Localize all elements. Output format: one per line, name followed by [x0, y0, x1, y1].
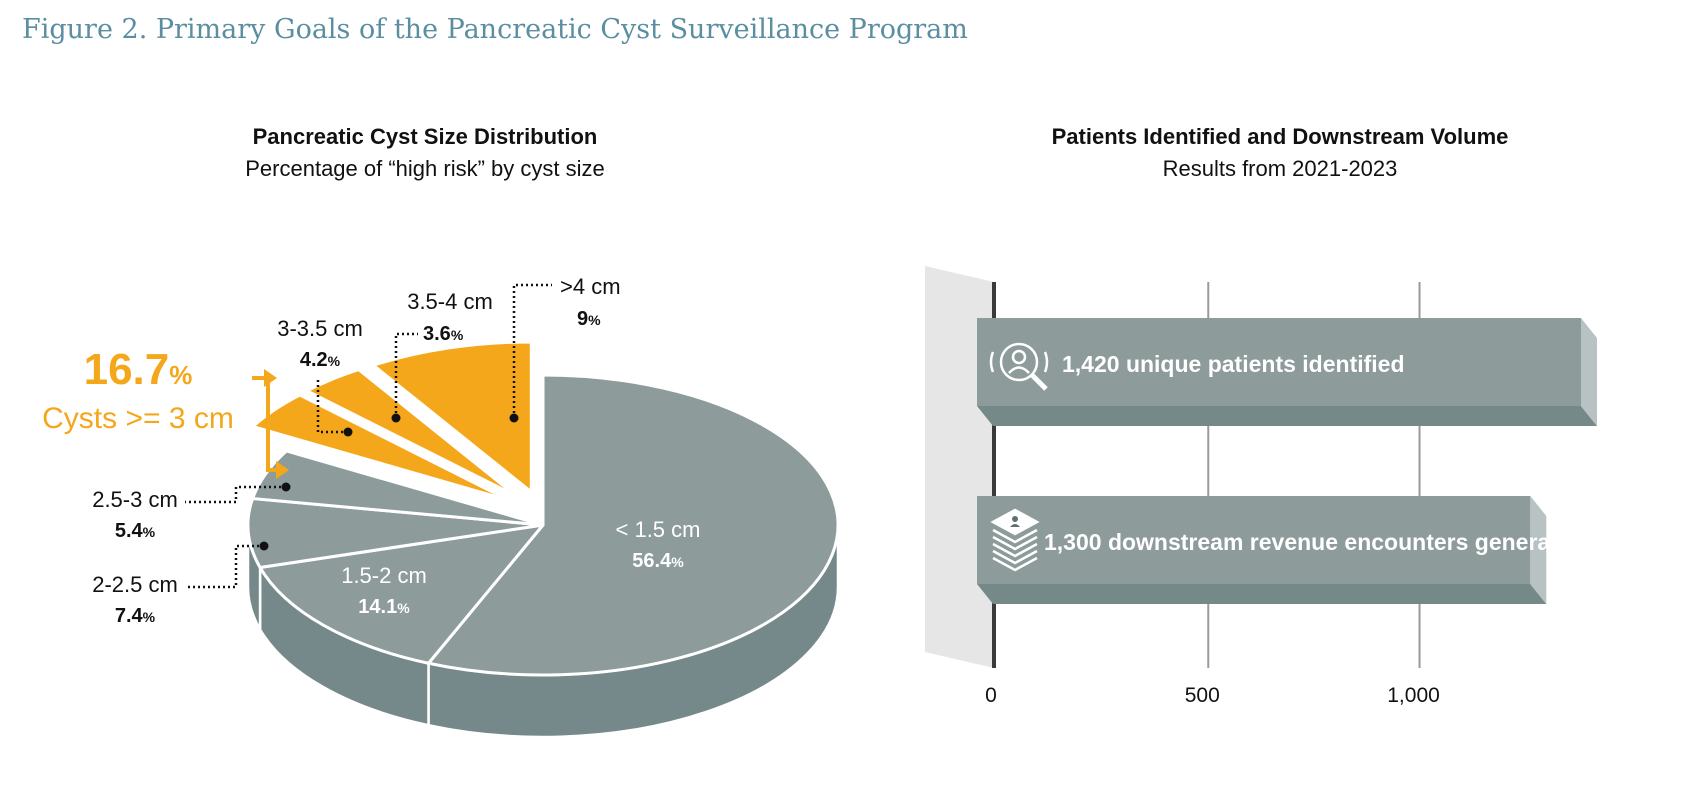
pie-slice-2-5-3-label: 2.5-3 cm: [92, 487, 178, 512]
annotation-arrow-down: [276, 461, 289, 479]
pie-slice: [371, 340, 533, 494]
bar-end-face: [1530, 496, 1547, 604]
pie-chart-subtitle: Percentage of “high risk” by cyst size: [245, 156, 605, 181]
annotation-bracket: [252, 376, 280, 472]
pie-chart-header: Pancreatic Cyst Size Distribution Percen…: [185, 124, 665, 182]
pie-slice-2-2-5-label: 2-2.5 cm: [92, 572, 178, 597]
bar-bottom-face: [977, 406, 1597, 426]
pie-slice: [305, 368, 519, 498]
bar-chart-header: Patients Identified and Downstream Volum…: [1010, 124, 1550, 182]
pie-slice-lt1-5-label: < 1.5 cm: [616, 517, 701, 542]
x-tick-label: 1,000: [1387, 684, 1440, 707]
pie-slice-3-3-5-value: 4.2%: [300, 349, 341, 371]
pie-slice-3-5-4-value: 3.6%: [423, 323, 464, 345]
axis-wall: [925, 266, 994, 668]
pie-slice: [246, 497, 545, 569]
leader-line: [316, 378, 348, 434]
leader-line: [185, 485, 286, 504]
pie-slice-3-3-5-label: 3-3.5 cm: [277, 316, 363, 341]
x-tick-label: 0: [985, 684, 997, 707]
pie-slice-gt4-label: >4 cm: [560, 274, 621, 299]
bar-chart: 0 500 1,000 1,420 unique patients identifie…: [925, 266, 1597, 707]
magnifier-person-icon: [989, 342, 1049, 391]
pie-slice-3-5-4-label: 3.5-4 cm: [407, 289, 493, 314]
annotation-label: Cysts >= 3 cm: [42, 402, 234, 435]
x-tick-label: 500: [1185, 684, 1220, 707]
bar-label: 1,420 unique patients identified: [1062, 351, 1405, 377]
pie-slice-1-5-2-label: 1.5-2 cm: [341, 563, 427, 588]
bar-bottom-face: [977, 584, 1547, 604]
bar-label: 1,300 downstream revenue encounters gene…: [1044, 529, 1585, 555]
pie-slice-2-2-5-value: 7.4%: [115, 605, 156, 627]
pie-slice-2-5-3-value: 5.4%: [115, 520, 156, 542]
bar-front: [977, 496, 1531, 584]
bar-front: [977, 318, 1581, 406]
pie-slice-lt1-5-value: 56.4%: [632, 550, 684, 572]
pie-slice-gt4-value: 9%: [577, 308, 601, 330]
bar-chart-title: Patients Identified and Downstream Volum…: [1051, 124, 1509, 149]
annotation-arrow-up: [264, 369, 277, 387]
pie-slice: [427, 373, 840, 677]
leader-dot: [259, 541, 269, 551]
leader-dot: [391, 413, 401, 423]
pie-slice-1-5-2-value: 14.1%: [358, 596, 410, 618]
pie-chart: < 1.5 cm 56.4% 1.5-2 cm 14.1% 2-2.5 cm 7.4% 2.…: [42, 274, 840, 739]
figure-title: Figure 2. Primary Goals of the Pancreati…: [22, 14, 968, 45]
document-stack-icon: [990, 508, 1040, 572]
pie-slice: [258, 523, 545, 665]
pie-slice: [251, 449, 545, 527]
bar-end-face: [1581, 318, 1597, 426]
bar-chart-subtitle: Results from 2021-2023: [1162, 156, 1398, 181]
bar-2: 1,300 downstream revenue encounters gene…: [977, 496, 1585, 604]
annotation-value: 16.7%: [84, 345, 193, 394]
pie-chart-title: Pancreatic Cyst Size Distribution: [252, 124, 598, 149]
leader-dot: [509, 413, 519, 423]
leader-dot: [281, 482, 291, 492]
bar-1: 1,420 unique patients identified: [977, 318, 1597, 426]
leader-dot: [343, 427, 353, 437]
